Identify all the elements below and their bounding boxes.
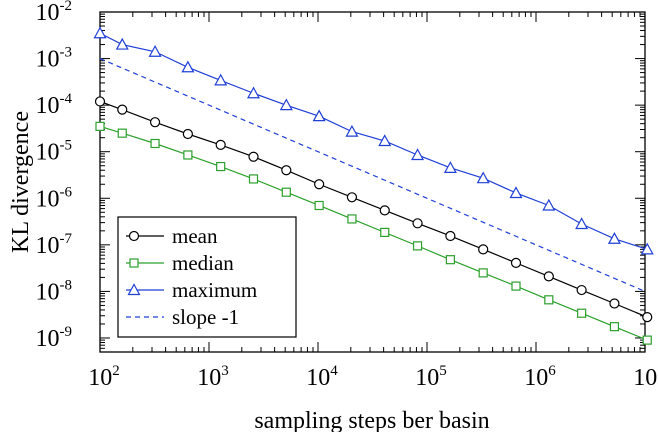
data-point: [542, 198, 556, 211]
data-point: [216, 161, 226, 172]
y-tick-label: 10-2: [36, 0, 73, 26]
data-point: [575, 217, 589, 230]
series-mean: [94, 96, 653, 323]
data-point: [345, 124, 359, 137]
data-point: [543, 271, 554, 282]
data-point: [509, 186, 523, 199]
data-point: [149, 117, 161, 128]
x-tick-label: 103: [197, 363, 229, 391]
series-layer: [93, 26, 654, 345]
data-point: [246, 86, 261, 99]
series-line: [99, 125, 648, 341]
legend-item-slope--1: slope -1: [126, 305, 239, 329]
data-point: [412, 218, 423, 229]
y-tick-label: 10-3: [36, 45, 73, 73]
data-point: [544, 295, 554, 305]
x-tick-label: 105: [415, 363, 447, 391]
y-tick-label: 10-5: [36, 138, 73, 166]
data-point: [115, 37, 129, 50]
legend-item-mean: mean: [126, 224, 218, 248]
y-tick-labels: 10-9 10-8 10-7 10-6 10-5 10-4 10-3 10-2: [36, 0, 73, 352]
data-point: [95, 121, 105, 131]
data-point: [314, 179, 325, 190]
legend-item-maximum: maximum: [126, 278, 257, 302]
data-point: [314, 200, 324, 211]
data-point: [129, 258, 139, 268]
data-point: [607, 232, 621, 244]
series-line: [99, 100, 648, 318]
legend-label: median: [172, 251, 234, 275]
data-point: [642, 312, 653, 323]
x-tick-label: 107: [633, 363, 658, 391]
y-axis-label: KL divergence: [8, 111, 34, 253]
x-tick-label: 102: [88, 363, 120, 391]
data-point: [511, 281, 521, 291]
data-point: [379, 205, 390, 216]
data-point: [640, 242, 654, 255]
data-point: [214, 73, 228, 86]
y-tick-label: 10-9: [36, 324, 73, 352]
y-tick-label: 10-4: [36, 91, 73, 119]
data-point: [347, 214, 357, 224]
data-point: [117, 128, 127, 138]
data-point: [478, 268, 488, 278]
data-point: [94, 96, 106, 107]
data-point: [183, 150, 193, 160]
data-point: [128, 230, 140, 242]
data-point: [609, 298, 620, 309]
data-point: [642, 335, 652, 345]
data-point: [510, 257, 522, 268]
x-tick-label: 104: [306, 363, 338, 391]
data-point: [117, 104, 128, 115]
legend-label: mean: [172, 224, 218, 248]
legend-label: slope -1: [172, 305, 239, 329]
data-point: [312, 109, 326, 122]
data-point: [412, 241, 423, 251]
x-tick-labels: 102 103 104 105 106 107: [88, 363, 658, 391]
data-point: [281, 165, 292, 176]
x-tick-label: 106: [524, 363, 556, 391]
series-median: [95, 121, 652, 345]
data-point: [215, 139, 226, 151]
series-line: [99, 32, 648, 250]
series-maximum: [93, 26, 654, 255]
data-point: [476, 171, 490, 184]
data-point: [378, 134, 392, 147]
legend-item-median: median: [126, 251, 234, 275]
data-point: [281, 187, 291, 197]
data-point: [609, 322, 620, 332]
data-point: [445, 255, 455, 265]
x-axis-label: sampling steps ber basin: [254, 408, 489, 432]
legend-label: maximum: [172, 278, 257, 302]
data-point: [182, 128, 193, 140]
data-point: [411, 148, 425, 161]
y-tick-label: 10-7: [36, 231, 73, 259]
data-point: [248, 174, 259, 184]
legend: mean median maximum slope -1: [117, 216, 297, 338]
y-tick-label: 10-8: [36, 277, 73, 305]
data-point: [181, 60, 195, 73]
data-point: [346, 192, 358, 203]
data-point: [577, 308, 587, 318]
data-point: [279, 98, 293, 111]
data-point: [93, 26, 107, 39]
data-point: [148, 45, 162, 57]
data-point: [443, 161, 457, 173]
data-point: [150, 138, 160, 149]
plot-frame: [99, 11, 646, 353]
data-point: [445, 230, 456, 242]
data-point: [127, 283, 141, 296]
data-point: [380, 227, 390, 238]
data-point: [478, 244, 489, 255]
data-point: [248, 151, 259, 162]
data-point: [576, 284, 587, 296]
y-tick-label: 10-6: [36, 184, 73, 212]
